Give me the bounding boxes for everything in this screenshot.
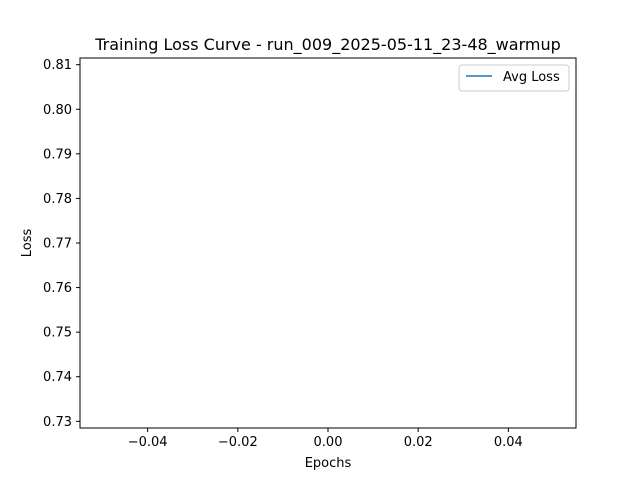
- y-tick-label: 0.75: [43, 326, 72, 341]
- x-tick-label: 0.00: [314, 435, 343, 450]
- legend-label-avg-loss: Avg Loss: [503, 70, 560, 85]
- y-tick-label: 0.81: [43, 58, 72, 73]
- chart-title: Training Loss Curve - run_009_2025-05-11…: [94, 35, 561, 55]
- x-tick-label: −0.04: [128, 435, 168, 450]
- plot-frame: [79, 57, 577, 429]
- legend: Avg Loss: [458, 64, 570, 92]
- x-tick-label: 0.04: [494, 435, 523, 450]
- y-axis-label: Loss: [20, 229, 35, 258]
- plot-area: [79, 57, 577, 429]
- x-axis-ticks: −0.04 −0.02 0.00 0.02 0.04: [128, 428, 523, 450]
- y-tick-label: 0.77: [43, 237, 72, 252]
- legend-box: [458, 64, 570, 92]
- y-tick-label: 0.76: [43, 281, 72, 296]
- y-tick-label: 0.74: [43, 370, 72, 385]
- y-tick-label: 0.78: [43, 192, 72, 207]
- x-tick-label: −0.02: [218, 435, 258, 450]
- y-tick-label: 0.79: [43, 147, 72, 162]
- y-tick-label: 0.73: [43, 415, 72, 430]
- x-tick-label: 0.02: [404, 435, 433, 450]
- y-axis-ticks: 0.73 0.74 0.75 0.76 0.77 0.78 0.79 0.80 0.81: [43, 58, 80, 430]
- y-tick-label: 0.80: [43, 103, 72, 118]
- x-axis-label: Epochs: [305, 456, 352, 471]
